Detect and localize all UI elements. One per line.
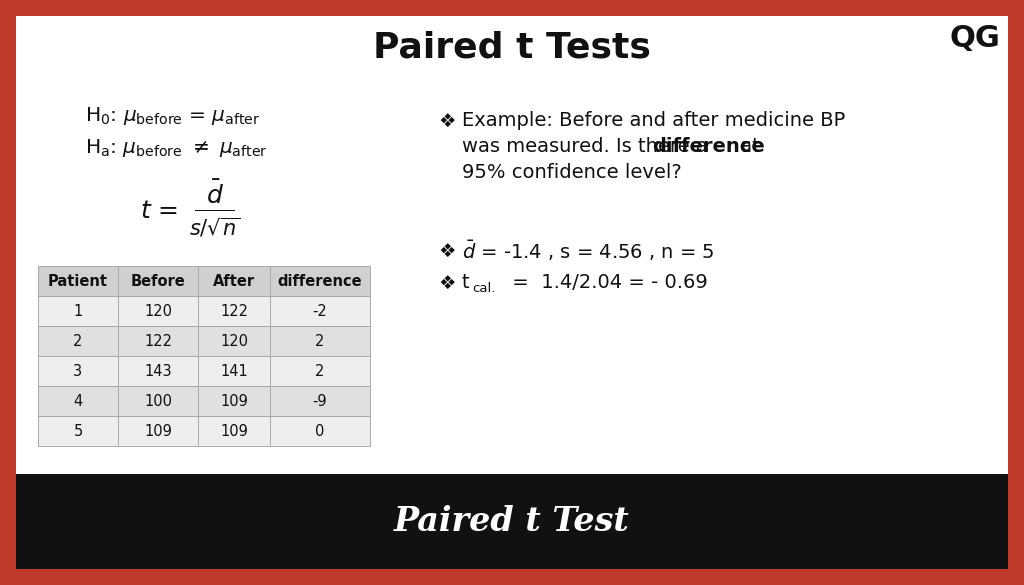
Text: $\bar{d}$ = -1.4 , s = 4.56 , n = 5: $\bar{d}$ = -1.4 , s = 4.56 , n = 5 [462,239,715,263]
Text: Example: Before and after medicine BP: Example: Before and after medicine BP [462,112,845,130]
Bar [198,326,270,356]
Text: Patient: Patient [48,274,108,288]
Text: 2: 2 [315,333,325,349]
Text: 143: 143 [144,363,172,378]
Bar [270,296,370,326]
Bar [38,266,118,296]
Text: 109: 109 [220,394,248,408]
Text: Paired t Tests: Paired t Tests [373,31,651,65]
Text: QG: QG [949,24,1000,53]
Bar [118,266,198,296]
Bar [118,416,198,446]
Bar [270,326,370,356]
Text: ❖: ❖ [438,274,456,292]
Text: =  1.4/2.04 = - 0.69: = 1.4/2.04 = - 0.69 [506,274,708,292]
Bar [118,356,198,386]
Text: 2: 2 [315,363,325,378]
Bar [270,386,370,416]
Text: $\mathrm{H_0}$: $\mu_{\mathrm{before}}$ = $\mu_{\mathrm{after}}$: $\mathrm{H_0}$: $\mu_{\mathrm{before}}$ … [85,105,260,127]
Bar [16,16,1008,474]
Bar [38,326,118,356]
Text: $s/\sqrt{n}$: $s/\sqrt{n}$ [189,216,241,240]
Bar [270,266,370,296]
Text: ❖: ❖ [438,112,456,130]
Text: t: t [462,274,470,292]
Text: 141: 141 [220,363,248,378]
Text: 100: 100 [144,394,172,408]
Text: $\mathrm{H_a}$: $\mu_{\mathrm{before}}$ $\neq$ $\mu_{\mathrm{after}}$: $\mathrm{H_a}$: $\mu_{\mathrm{before}}$ … [85,137,267,159]
Text: 120: 120 [220,333,248,349]
Text: difference: difference [652,137,765,157]
Bar [38,356,118,386]
Text: at: at [734,137,760,157]
Bar [198,416,270,446]
Text: 2: 2 [74,333,83,349]
Bar [118,296,198,326]
Text: 95% confidence level?: 95% confidence level? [462,163,682,183]
Bar [118,326,198,356]
Text: 4: 4 [74,394,83,408]
Text: Before: Before [131,274,185,288]
Text: ❖: ❖ [438,242,456,260]
Text: -2: -2 [312,304,328,318]
Text: 1: 1 [74,304,83,318]
Text: 5: 5 [74,424,83,439]
Bar [195,209,234,211]
Bar [270,356,370,386]
Text: 0: 0 [315,424,325,439]
Text: 122: 122 [144,333,172,349]
Text: 122: 122 [220,304,248,318]
Text: $\bar{d}$: $\bar{d}$ [206,181,224,209]
Bar [198,266,270,296]
Text: 109: 109 [144,424,172,439]
Bar [270,416,370,446]
Bar [38,296,118,326]
Bar [38,386,118,416]
Text: Paired t Test: Paired t Test [394,505,630,538]
Text: After: After [213,274,255,288]
Text: cal.: cal. [472,283,496,295]
Bar [38,416,118,446]
Bar [198,386,270,416]
Bar [118,386,198,416]
Text: $t$ =: $t$ = [140,199,178,223]
Text: 109: 109 [220,424,248,439]
Text: difference: difference [278,274,362,288]
Text: was measured. Is there a: was measured. Is there a [462,137,714,157]
Text: -9: -9 [312,394,328,408]
Bar [198,356,270,386]
Text: 3: 3 [74,363,83,378]
Text: 120: 120 [144,304,172,318]
Bar [198,296,270,326]
Bar [16,474,1008,569]
